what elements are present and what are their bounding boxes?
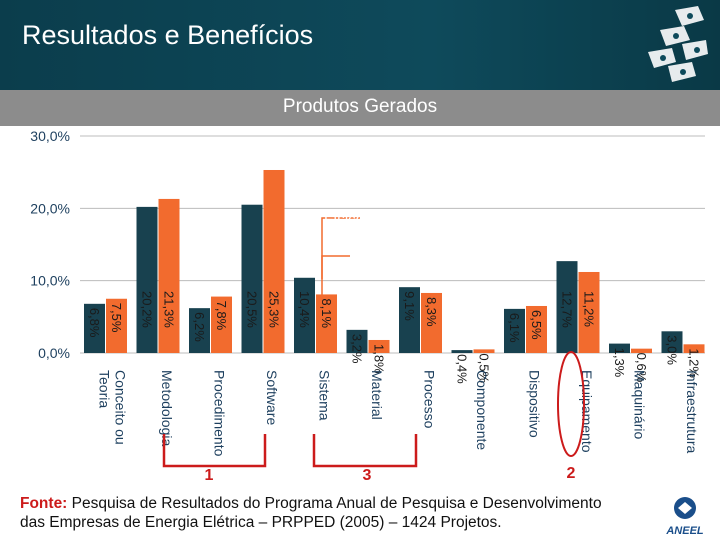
bar-data-label: 9,1%	[402, 291, 417, 321]
highlight-equipamento	[557, 351, 585, 457]
subtitle-band	[0, 90, 720, 126]
bar-data-label: 25,3%	[267, 291, 282, 328]
category-label: Componente	[474, 370, 490, 450]
bar-fisico	[84, 303, 105, 353]
plug-logo-icon	[648, 6, 708, 82]
bar-financeiro	[421, 292, 442, 353]
bar-fisico	[556, 261, 578, 353]
bar-data-label: 8,3%	[424, 297, 439, 327]
bar-fisico	[399, 287, 420, 353]
bar-fisico	[189, 308, 210, 353]
group-label-2: 2	[567, 465, 576, 482]
bar-data-label: 3,0%	[665, 335, 680, 365]
category-label: Software	[264, 370, 280, 425]
y-tick-label: 30,0%	[30, 128, 70, 144]
source-label: Fonte:	[20, 495, 68, 512]
bar-data-label: 0,4%	[455, 354, 470, 384]
category-label: Procedimento	[212, 370, 228, 457]
category-label: Maquinário	[632, 370, 648, 439]
bar-fisico	[136, 206, 158, 353]
bar-data-label: 1,8%	[372, 344, 387, 374]
source-footnote: Fonte: Pesquisa de Resultados do Program…	[20, 494, 700, 532]
category-label: Processo	[422, 370, 438, 429]
bar-financeiro	[683, 344, 705, 353]
category-label: Material	[369, 370, 385, 420]
aneel-logo-text: ANEEL	[665, 525, 704, 537]
bar-data-label: 12,7%	[560, 291, 575, 328]
category-label: Dispositivo	[527, 370, 543, 438]
header-bar: Resultados e Benefícios	[0, 0, 720, 90]
bar-fisico	[504, 308, 525, 353]
bar-data-label: 6,1%	[507, 313, 522, 343]
bar-financeiro	[263, 169, 285, 353]
bar-data-label: 7,5%	[109, 303, 124, 333]
chart-title: Produtos Gerados	[282, 96, 438, 117]
bar-data-label: 1,3%	[612, 348, 627, 378]
group-bracket-3	[312, 434, 418, 468]
category-label: Metodologia	[159, 370, 175, 446]
plot-area	[80, 126, 705, 356]
bar-fisico	[609, 343, 630, 353]
bar-financeiro	[368, 339, 390, 353]
bar-financeiro	[211, 296, 232, 353]
aneel-logo: ANEEL	[665, 497, 704, 537]
bar-fisico	[294, 277, 315, 353]
bar-data-label: 3,2%	[350, 334, 365, 364]
bar-data-label: 10,4%	[297, 291, 312, 328]
bar-data-label: 6,2%	[192, 312, 207, 342]
bar-fisico	[241, 204, 263, 353]
bar-data-label: 1,2%	[687, 348, 702, 378]
category-label: Infraestrutura	[684, 370, 700, 453]
bar-data-label: 20,2%	[140, 291, 155, 328]
legend-connector-financeiro	[321, 255, 350, 296]
group-label-3: 3	[363, 467, 372, 484]
bar-financeiro	[316, 294, 337, 353]
source-line-2: das Empresas de Energia Elétrica – PRPPE…	[20, 514, 502, 531]
bar-data-label: 7,8%	[214, 301, 229, 331]
legend-fisico: Físico	[324, 211, 364, 228]
bar-data-label: 0,6%	[634, 353, 649, 383]
bar-data-label: 8,1%	[319, 298, 334, 328]
bar-data-label: 20,5%	[245, 291, 260, 328]
bar-data-label: 11,2%	[582, 291, 597, 327]
category-label: Conceito ouTeoria	[97, 370, 129, 445]
group-label-1: 1	[205, 467, 214, 484]
y-tick-label: 20,0%	[30, 200, 70, 216]
y-tick-label: 0,0%	[38, 345, 70, 361]
bar-financeiro	[158, 198, 180, 353]
bar-data-label: 6,8%	[87, 308, 102, 338]
bar-financeiro	[631, 348, 652, 353]
bar-financeiro	[578, 271, 600, 353]
category-label: Sistema	[317, 370, 333, 421]
bar-financeiro	[526, 305, 547, 353]
bar-fisico	[451, 350, 473, 353]
bar-fisico	[661, 331, 683, 353]
y-tick-label: 10,0%	[30, 273, 70, 289]
bar-fisico	[346, 329, 368, 353]
legend-financeiro: Financeiro	[350, 248, 420, 265]
source-line-1: Pesquisa de Resultados do Programa Anual…	[67, 495, 602, 512]
bar-data-label: 6,5%	[529, 310, 544, 340]
bar-financeiro	[106, 298, 127, 353]
bar-data-label: 0,5%	[477, 353, 492, 383]
bar-chart: 0,0%10,0%20,0%30,0% 6,8% 7,5% 20,2% 21,3% 6,…	[30, 126, 705, 484]
bar-data-label: 21,3%	[162, 291, 177, 328]
page-title: Resultados e Benefícios	[22, 20, 314, 50]
bar-financeiro	[473, 349, 495, 353]
group-bracket-1	[162, 434, 267, 468]
category-label: Equipamento	[579, 370, 595, 453]
